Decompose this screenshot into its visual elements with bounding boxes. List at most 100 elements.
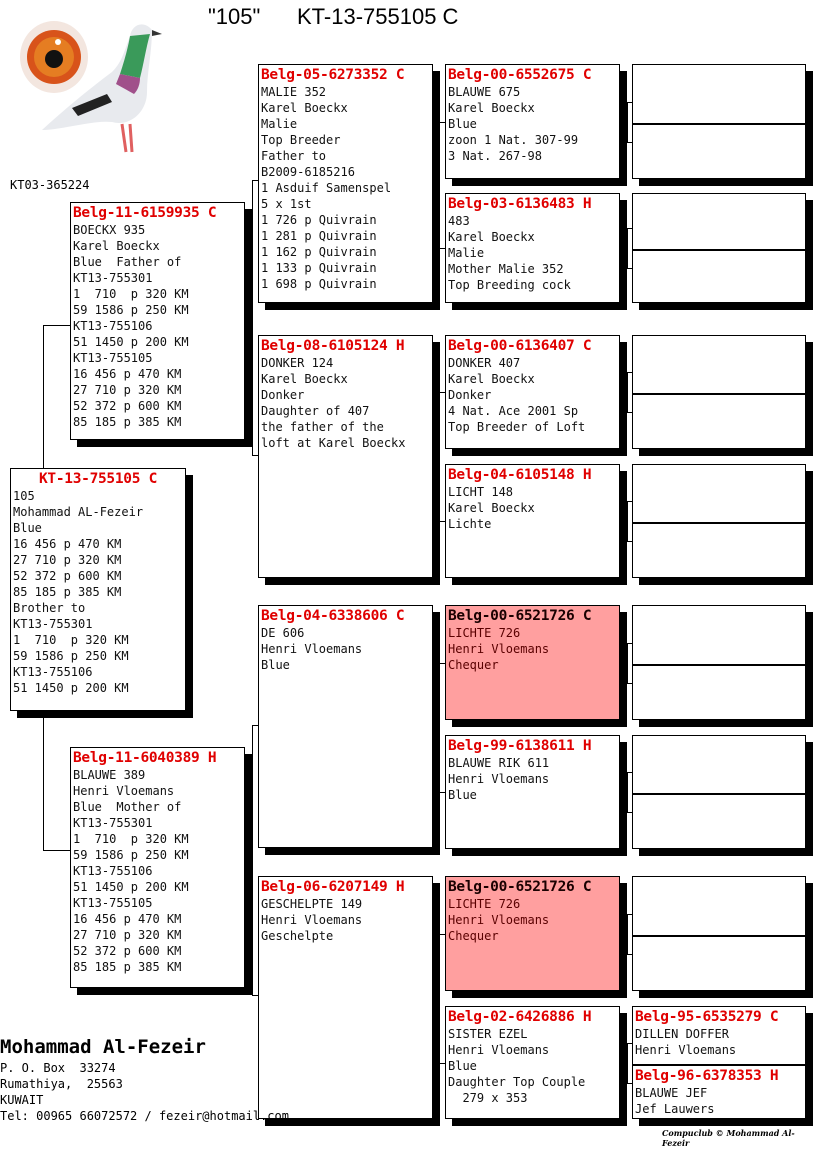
pedigree-line: Chequer	[448, 658, 499, 672]
pedigree-line: LICHTE 726	[448, 897, 521, 911]
ancestor-pair-card	[632, 335, 806, 449]
ring-number: Belg-00-6521726 C	[448, 608, 592, 624]
pedigree-line: DONKER 124	[261, 356, 334, 370]
connector-line	[439, 792, 445, 793]
connector-line	[439, 934, 445, 935]
pedigree-line: Mohammad AL-Fezeir	[13, 505, 144, 519]
pedigree-line: LICHTE 726	[448, 626, 521, 640]
ancestor-pair-card	[632, 193, 806, 303]
pedigree-line: 59 1586 p 250 KM	[13, 649, 129, 663]
ancestor-card: Belg-96-6378353 H BLAUWE JEF Jef Lauwers	[633, 1064, 805, 1118]
owner-name: Mohammad Al-Fezeir	[0, 1036, 206, 1058]
pedigree-line: Blue	[13, 521, 42, 535]
ring-number: Belg-05-6273352 C	[261, 67, 405, 83]
ancestor-card	[633, 123, 805, 178]
connector-line	[627, 914, 632, 915]
great-grandparent-card: Belg-00-6521726 C LICHTE 726 Henri Vloeman…	[445, 876, 620, 991]
ancestor-pair-card	[632, 735, 806, 849]
ancestor-card	[633, 249, 805, 302]
pedigree-line: Blue	[448, 117, 477, 131]
ancestor-card	[633, 465, 805, 522]
owner-address-line: Rumathiya, 25563	[0, 1077, 123, 1091]
pedigree-line: 52 372 p 600 KM	[73, 399, 182, 413]
pedigree-line: 52 372 p 600 KM	[13, 569, 122, 583]
great-grandparent-card: Belg-04-6105148 H LICHT 148 Karel Boeckx Li…	[445, 464, 620, 578]
pedigree-line: Mother Malie 352	[448, 262, 564, 276]
pedigree-line: BLAUWE JEF	[635, 1086, 708, 1100]
pedigree-line: Daughter of 407	[261, 404, 370, 418]
pedigree-line: Top Breeder of Loft	[448, 420, 586, 434]
connector-line	[433, 184, 439, 185]
pedigree-line: Blue	[448, 788, 477, 802]
connector-line	[439, 521, 445, 522]
grandparent-card: Belg-08-6105124 H DONKER 124 Karel Boeckx D…	[258, 335, 433, 578]
pedigree-line: 51 1450 p 200 KM	[73, 880, 189, 894]
pedigree-line: 16 456 p 470 KM	[73, 367, 182, 381]
pedigree-line: Karel Boeckx	[448, 372, 535, 386]
ring-number: KT-13-755105 C	[38, 471, 158, 487]
connector-line	[439, 248, 445, 249]
pedigree-line: 16 456 p 470 KM	[73, 912, 182, 926]
connector-line	[627, 914, 628, 954]
pedigree-line: Henri Vloemans	[261, 913, 363, 927]
connector-line	[43, 325, 44, 468]
connector-line	[252, 180, 258, 181]
grandparent-card: Belg-06-6207149 H GESCHELPTE 149 Henri Vlo…	[258, 876, 433, 1119]
ancestor-card	[633, 664, 805, 719]
pedigree-line: Blue	[261, 658, 290, 672]
owner-contact-line: Tel: 00965 66072572 / fezeir@hotmail.com	[0, 1109, 289, 1123]
great-grandparent-card: Belg-02-6426886 H SISTER EZEL Henri Vloema…	[445, 1006, 620, 1119]
connector-line	[620, 392, 627, 393]
pedigree-line: 85 185 p 385 KM	[73, 415, 182, 429]
connector-line	[620, 1063, 627, 1064]
pedigree-line: Blue Mother of	[73, 800, 182, 814]
pedigree-line: KT13-755301	[73, 271, 153, 285]
parent-card: Belg-11-6159935 C BOECKX 935 Karel Boeckx B…	[70, 202, 245, 440]
pedigree-line: Blue Father of	[73, 255, 182, 269]
pedigree-line: SISTER EZEL	[448, 1027, 528, 1041]
connector-line	[627, 541, 632, 542]
connector-line	[627, 501, 632, 502]
ancestor-card	[633, 793, 805, 848]
pedigree-line: DE 606	[261, 626, 305, 640]
connector-line	[627, 954, 632, 955]
pedigree-line: KT13-755301	[73, 816, 153, 830]
connector-line	[627, 1083, 632, 1084]
pedigree-line: 1 710 p 320 KM	[13, 633, 129, 647]
great-grandparent-card: Belg-99-6138611 H BLAUWE RIK 611 Henri Vlo…	[445, 735, 620, 849]
pedigree-line: DONKER 407	[448, 356, 521, 370]
ancestor-card	[633, 736, 805, 793]
pedigree-line: 59 1586 p 250 KM	[73, 303, 189, 317]
ancestor-card	[633, 393, 805, 448]
pedigree-line: KT13-755106	[73, 864, 153, 878]
ring-number: Belg-96-6378353 H	[635, 1068, 779, 1084]
ring-number: Belg-99-6138611 H	[448, 738, 592, 754]
ancestor-card: Belg-95-6535279 C DILLEN DOFFER Henri Vloe…	[633, 1007, 805, 1064]
pedigree-line: 279 x 353	[448, 1091, 528, 1105]
pedigree-line: GESCHELPTE 149	[261, 897, 363, 911]
pedigree-line: Father to	[261, 149, 327, 163]
grandparent-card: Belg-05-6273352 C MALIE 352 Karel Boeckx Ma…	[258, 64, 433, 303]
pedigree-line: Top Breeder	[261, 133, 341, 147]
ancestor-pair-card: Belg-95-6535279 C DILLEN DOFFER Henri Vloe…	[632, 1006, 806, 1119]
pedigree-line: 59 1586 p 250 KM	[73, 848, 189, 862]
owner-address-line: KUWAIT	[0, 1093, 44, 1107]
pedigree-line: Daughter Top Couple	[448, 1075, 586, 1089]
pedigree-line: Henri Vloemans	[448, 642, 550, 656]
connector-line	[433, 457, 439, 458]
pedigree-line: KT13-755106	[73, 319, 153, 333]
great-grandparent-card: Belg-00-6552675 C BLAUWE 675 Karel Boeckx B…	[445, 64, 620, 179]
pedigree-line: MALIE 352	[261, 85, 327, 99]
pedigree-line: LICHT 148	[448, 485, 514, 499]
pedigree-line: 1 726 p Quivrain	[261, 213, 377, 227]
ring-number: Belg-00-6521726 C	[448, 879, 592, 895]
connector-line	[252, 455, 258, 456]
ring-number: Belg-00-6136407 C	[448, 338, 592, 354]
connector-line	[627, 102, 632, 103]
great-grandparent-card: Belg-03-6136483 H 483 Karel Boeckx Malie Mot…	[445, 193, 620, 303]
connector-line	[439, 934, 440, 1063]
connector-line	[627, 102, 628, 142]
pedigree-line: 4 Nat. Ace 2001 Sp	[448, 404, 579, 418]
connector-line	[620, 122, 627, 123]
